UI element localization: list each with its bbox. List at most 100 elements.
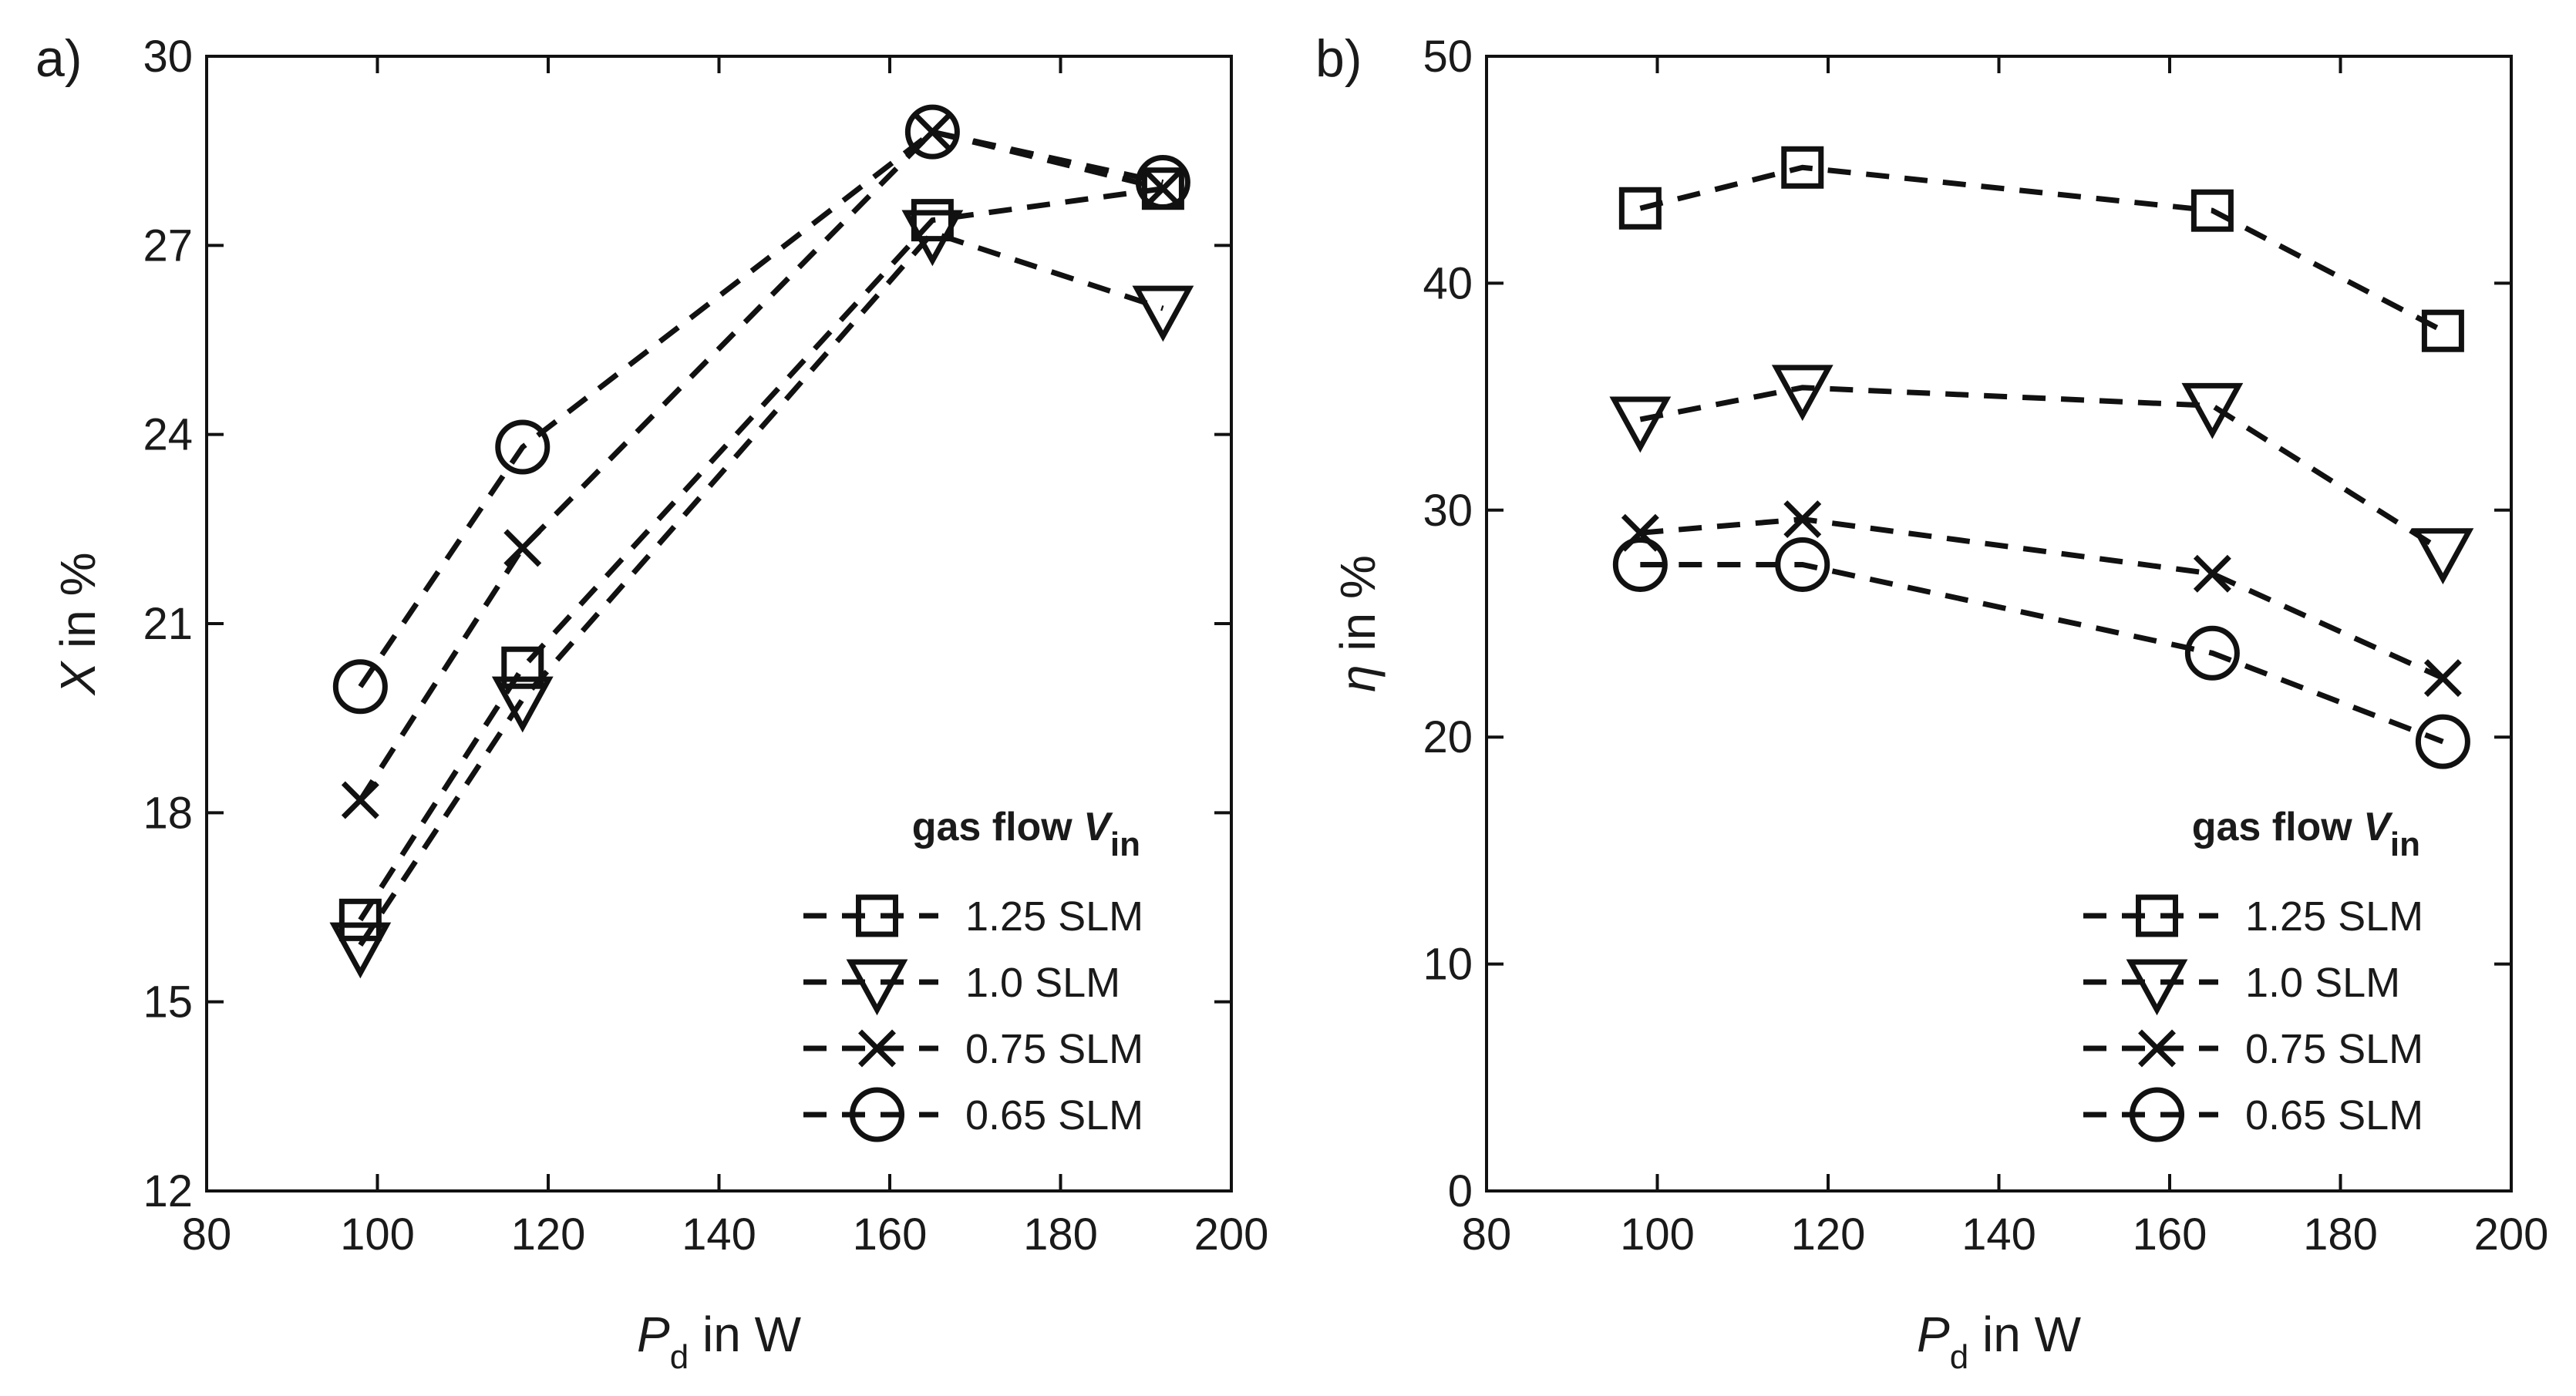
chart-panel-a: 80 100 120 140 160 180 200 12 15 18 21 24 27 30 a) Pd i… <box>35 29 1268 1376</box>
x-tick-label: 180 <box>1023 1209 1098 1260</box>
x-axis-label: Pd in W <box>637 1307 802 1376</box>
legend-title: gas flow Vin <box>2192 805 2420 863</box>
data-point-triangle-down <box>329 922 392 979</box>
data-point-x <box>1143 170 1182 208</box>
series-line <box>1640 516 2444 681</box>
series-line <box>358 186 1163 922</box>
y-tick-label: 27 <box>143 220 193 271</box>
y-axis-unit: in % <box>50 553 106 662</box>
legend-marker-triangle-down <box>2126 959 2188 1016</box>
data-point-circle <box>1775 537 1830 592</box>
panel-label: a) <box>35 29 82 88</box>
series-line <box>1639 164 2445 334</box>
legend-label: 1.0 SLM <box>2245 960 2400 1006</box>
series-1-0-slm <box>329 210 1194 979</box>
x-tick-label: 120 <box>511 1209 586 1260</box>
data-point-circle <box>2415 714 2470 769</box>
x-axis-var: P <box>637 1307 670 1362</box>
legend-marker-x <box>2138 1029 2176 1068</box>
data-point-triangle-down <box>901 210 964 267</box>
y-axis-unit: in % <box>1330 555 1386 664</box>
legend-item: 0.75 SLM <box>803 1026 1143 1072</box>
legend-title: gas flow Vin <box>912 805 1140 863</box>
legend-marker-circle <box>850 1087 904 1142</box>
x-tick-label: 100 <box>1620 1209 1695 1260</box>
y-tick-label: 18 <box>143 788 193 838</box>
data-point-circle <box>1135 155 1190 210</box>
legend-label: 1.25 SLM <box>965 893 1143 940</box>
data-point-x <box>1783 500 1822 539</box>
plot-frame <box>205 55 1233 1192</box>
series-line <box>358 129 1164 688</box>
legend-marker-circle <box>2130 1087 2184 1142</box>
data-point-circle <box>904 104 960 160</box>
legend-item: 1.25 SLM <box>2083 893 2423 940</box>
chart-panel-b: 80 100 120 140 160 180 200 0 10 20 30 40 50 b) Pd in W… <box>1315 29 2548 1376</box>
legend: gas flow Vin 1.25 SLM 1.0 SLM 0.75 SLM 0.65 … <box>803 805 1143 1142</box>
x-tick-label: 160 <box>2133 1209 2207 1260</box>
data-point-square <box>1781 146 1824 189</box>
data-point-circle <box>1612 537 1668 592</box>
series-0-65-slm <box>332 104 1190 715</box>
legend-item: 1.25 SLM <box>803 893 1143 940</box>
legend-title-var: V <box>2363 805 2393 849</box>
legend-item: 0.65 SLM <box>2083 1087 2423 1142</box>
data-point-triangle-down <box>491 676 554 733</box>
series-0-65-slm <box>1612 537 2470 769</box>
legend-item: 0.75 SLM <box>2083 1026 2423 1072</box>
x-tick-label: 80 <box>1462 1209 1512 1260</box>
panel-label: b) <box>1315 29 1362 88</box>
y-axis-var: η <box>1330 664 1386 692</box>
x-axis-sub: d <box>670 1338 689 1376</box>
data-point-square <box>2190 189 2234 232</box>
series-1-0-slm <box>1609 365 2474 585</box>
legend-item: 0.65 SLM <box>803 1087 1143 1142</box>
y-tick-label: 30 <box>1423 486 1473 536</box>
data-point-square <box>911 199 954 242</box>
y-axis-var: X <box>50 660 106 696</box>
legend-label: 0.75 SLM <box>965 1026 1143 1072</box>
legend: gas flow Vin 1.25 SLM 1.0 SLM 0.75 SLM 0.65 … <box>2083 805 2423 1142</box>
legend-title-text: gas flow <box>912 805 1083 849</box>
x-axis-unit: in W <box>1968 1307 2081 1362</box>
legend-label: 1.0 SLM <box>965 960 1120 1006</box>
data-point-x <box>503 529 542 567</box>
data-point-circle <box>332 659 388 715</box>
legend-label: 0.65 SLM <box>2245 1092 2423 1139</box>
legend-label: 0.65 SLM <box>965 1092 1143 1139</box>
data-point-triangle-down <box>2181 382 2244 439</box>
y-tick-label: 24 <box>143 410 193 460</box>
y-axis-label: η in % <box>1330 555 1386 692</box>
data-point-square <box>338 898 382 941</box>
data-point-x <box>2423 659 2462 698</box>
series-line <box>358 129 1164 802</box>
y-tick-label: 30 <box>143 32 193 82</box>
y-tick-label: 50 <box>1423 32 1473 82</box>
data-point-triangle-down <box>1132 285 1194 342</box>
data-point-triangle-down <box>1609 396 1672 453</box>
data-point-x <box>341 781 379 819</box>
x-tick-label: 100 <box>340 1209 415 1260</box>
x-tick-label: 120 <box>1791 1209 1866 1260</box>
legend-title-text: gas flow <box>2192 805 2363 849</box>
x-tick-label: 200 <box>2474 1209 2549 1260</box>
series-line <box>1639 385 2445 553</box>
y-tick-label: 12 <box>143 1166 193 1216</box>
x-axis-sub: d <box>1950 1338 1968 1376</box>
legend-marker-triangle-down <box>846 959 908 1016</box>
legend-title-sub: in <box>2390 826 2420 863</box>
series-line <box>1640 561 2444 745</box>
legend-item: 1.0 SLM <box>2083 959 2400 1016</box>
y-tick-label: 20 <box>1423 712 1473 762</box>
x-axis-var: P <box>1917 1307 1950 1362</box>
y-tick-label: 21 <box>143 599 193 649</box>
y-tick-label: 0 <box>1448 1166 1473 1216</box>
legend-marker-square <box>2136 894 2178 937</box>
data-point-square <box>501 646 544 689</box>
x-tick-label: 160 <box>853 1209 928 1260</box>
legend-marker-square <box>856 894 898 937</box>
data-point-triangle-down <box>2412 528 2474 585</box>
y-axis-label: X in % <box>50 553 106 697</box>
data-point-triangle-down <box>1771 365 1834 422</box>
